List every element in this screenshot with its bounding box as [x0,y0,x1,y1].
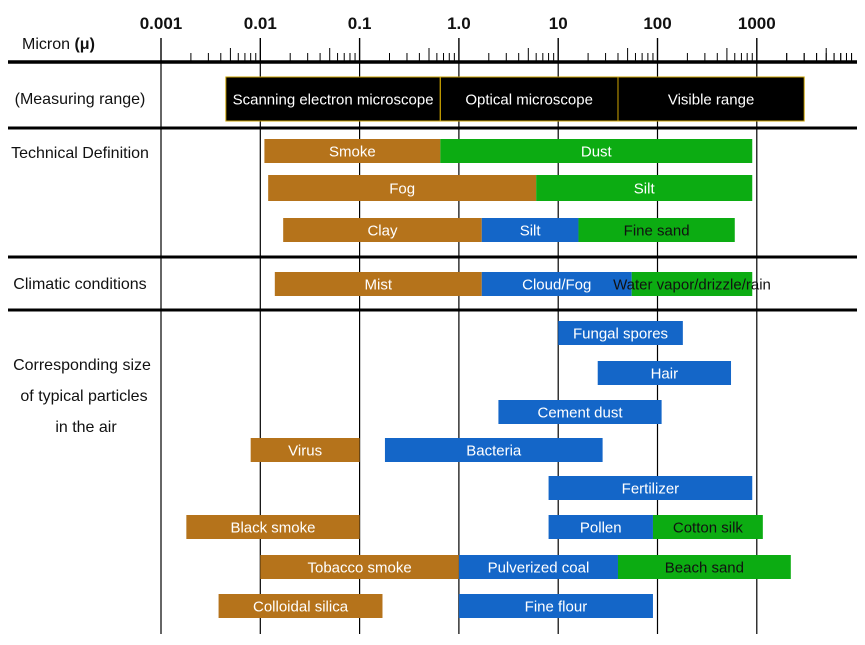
bar-label: Dust [581,144,613,161]
bar-label: Cotton silk [673,520,744,537]
bar-hair [597,361,732,385]
axis-title-text: Micron [22,36,74,53]
bar-black-smoke [186,515,360,539]
bar-label: Visible range [668,92,754,109]
group-label: (Measuring range) [15,91,146,108]
bar-pollen [548,515,653,539]
bar-label: Pulverized coal [488,560,590,577]
bar-bacteria [384,438,603,462]
bar-scanning-electron-microscope [225,76,441,122]
bar-label: Fog [389,181,415,198]
bar-silt [481,218,579,242]
bar-label: Bacteria [466,443,522,460]
bar-dust [440,139,753,163]
bar-label: Cement dust [537,405,623,422]
bar-label: Silt [634,181,656,198]
tick-label: 100 [643,14,671,33]
bar-smoke [264,139,441,163]
bar-tobacco-smoke [260,555,459,579]
tick-label: 0.1 [348,14,372,33]
bar-fine-flour [458,594,653,618]
axis-unit: (μ) [74,36,94,53]
bar-beach-sand [617,555,791,579]
bar-label: Colloidal silica [253,599,349,616]
tick-label: 1.0 [447,14,471,33]
tick-label: 1000 [738,14,776,33]
tick-label: 0.001 [140,14,183,33]
bar-label: Fungal spores [573,326,668,343]
bar-fungal-spores [558,321,683,345]
group-label: Climatic conditions [13,276,146,293]
bar-mist [274,272,482,296]
bar-cloud-fog [481,272,632,296]
bar-cement-dust [498,400,662,424]
group-label: of typical particles [20,388,147,405]
bar-label: Silt [520,223,542,240]
bar-virus [250,438,360,462]
bar-label: Clay [367,223,398,240]
bar-cotton-silk [652,515,763,539]
bar-label: Cloud/Fog [522,277,591,294]
bar-label: Black smoke [230,520,315,537]
group-label: Technical Definition [11,145,149,162]
bar-label: Scanning electron microscope [233,92,434,109]
bar-label: Fertilizer [622,481,680,498]
bar-label: Pollen [580,520,622,537]
bar-fog [268,175,537,201]
tick-label: 10 [549,14,568,33]
bar-label: Tobacco smoke [307,560,411,577]
group-label: in the air [55,419,117,436]
bar-label: Optical microscope [465,92,593,109]
bar-label: Fine flour [525,599,588,616]
bar-colloidal-silica [218,594,383,618]
bar-fine-sand [578,218,735,242]
bar-clay [283,218,482,242]
bar-label: Virus [288,443,322,460]
bar-label: Water vapor/drizzle/rain [613,277,771,294]
bar-label: Hair [651,366,679,383]
tick-label: 0.01 [244,14,277,33]
bar-label: Fine sand [624,223,690,240]
bar-water-vapor-drizzle-rain [631,272,753,296]
bar-visible-range [617,76,805,122]
bar-pulverized-coal [458,555,618,579]
axis-title: Micron (μ) [22,36,95,53]
bar-fertilizer [548,476,753,500]
bar-label: Smoke [329,144,376,161]
bar-optical-microscope [439,76,619,122]
bar-label: Beach sand [665,560,744,577]
bar-silt [536,175,753,201]
bar-label: Mist [365,277,393,294]
group-label: Corresponding size [13,357,151,374]
